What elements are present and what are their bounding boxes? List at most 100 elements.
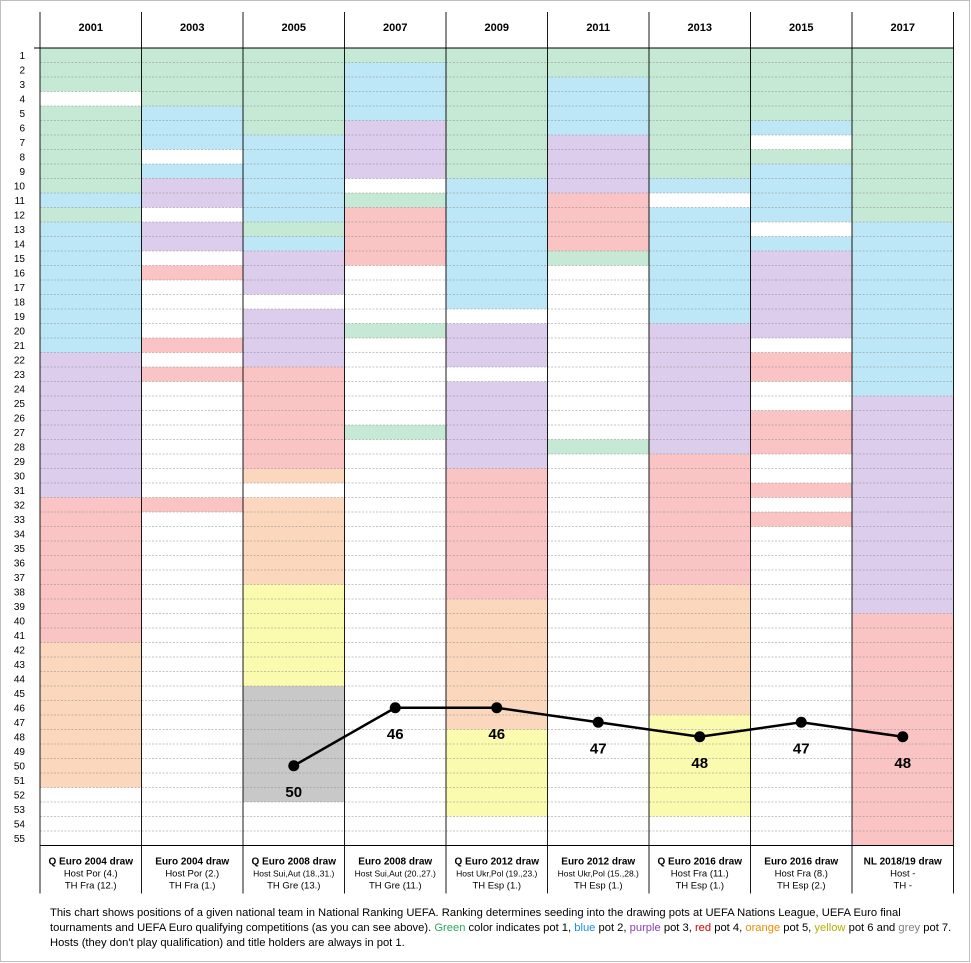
row-number-label: 2: [19, 65, 25, 76]
ranking-point-2013: [694, 731, 706, 743]
row-number-label: 51: [14, 776, 26, 787]
event-name-label: Q Euro 2016 draw: [658, 857, 743, 868]
event-title-holder-label: TH Esp (1.): [472, 881, 521, 892]
event-title-holder-label: TH Esp (1.): [675, 881, 724, 892]
pot-band-2007-20-20: [344, 323, 446, 338]
event-host-label: Host Sui,Aut (18.,31.): [253, 869, 334, 879]
row-number-label: 21: [14, 341, 26, 352]
pot-band-2001-12-12: [40, 207, 142, 222]
pot-band-2015-26-28: [750, 410, 852, 454]
row-number-label: 8: [19, 152, 25, 163]
pot-band-2013-10-10: [649, 178, 751, 193]
year-header-2011: 2011: [586, 22, 610, 34]
pot-band-2011-28-28: [547, 439, 649, 454]
row-number-label: 47: [14, 718, 26, 729]
year-header-2003: 2003: [180, 22, 204, 34]
row-number-label: 25: [14, 399, 26, 410]
row-number-label: 5: [19, 109, 25, 120]
note-purple-word: purple: [629, 922, 661, 934]
pot-band-2013-1-9: [649, 48, 751, 179]
row-number-label: 34: [14, 529, 26, 540]
row-number-label: 19: [14, 312, 26, 323]
note-text: color indicates pot 1,: [465, 922, 575, 934]
event-name-label: Q Euro 2008 draw: [252, 857, 337, 868]
event-title-holder-label: TH -: [894, 881, 912, 892]
ranking-value-label-2013: 48: [691, 755, 708, 772]
row-number-label: 7: [19, 138, 25, 149]
chart-note: This chart shows positions of a given na…: [50, 906, 955, 951]
pot-band-2001-1-3: [40, 48, 142, 92]
pot-band-2003-15-15: [141, 251, 243, 266]
note-red-word: red: [694, 922, 712, 934]
ranking-point-2005: [288, 760, 300, 772]
row-number-label: 43: [14, 660, 26, 671]
event-name-label: Euro 2008 draw: [358, 857, 432, 868]
event-name-label: Euro 2016 draw: [764, 857, 838, 868]
event-host-label: Host Ukr,Pol (15.,28.): [558, 869, 639, 879]
pot-band-2005-38-44: [243, 584, 345, 686]
row-number-label: 54: [14, 819, 26, 830]
row-number-label: 24: [14, 384, 26, 395]
row-number-label: 30: [14, 471, 26, 482]
pot-band-2015-1-5: [750, 48, 852, 121]
pot-band-2005-14-14: [243, 236, 345, 251]
event-name-label: Q Euro 2012 draw: [455, 857, 540, 868]
pot-band-2007-11-11: [344, 193, 446, 208]
row-number-label: 10: [14, 181, 26, 192]
pot-band-2005-13-13: [243, 222, 345, 237]
event-title-holder-label: TH Esp (2.): [777, 881, 826, 892]
event-title-holder-label: TH Esp (1.): [574, 881, 623, 892]
note-text: This chart shows positions of a given na…: [50, 907, 901, 934]
row-number-label: 4: [19, 94, 25, 105]
pot-band-2003-8-8: [141, 149, 243, 164]
note-orange-word: orange: [745, 922, 781, 934]
pot-band-2003-5-7: [141, 106, 243, 150]
pot-band-2013-20-28: [649, 323, 751, 454]
row-number-label: 40: [14, 616, 26, 627]
pot-band-2015-33-33: [750, 512, 852, 527]
pot-band-2015-8-8: [750, 149, 852, 164]
pot-band-2003-23-23: [141, 367, 243, 382]
row-number-label: 11: [15, 196, 26, 207]
note-text: pot 5,: [780, 922, 815, 934]
year-header-2013: 2013: [688, 22, 712, 34]
pot-band-2003-9-9: [141, 164, 243, 179]
row-number-label: 23: [14, 370, 26, 381]
event-title-holder-label: TH Fra (12.): [65, 881, 117, 892]
row-number-label: 35: [14, 544, 26, 555]
pot-band-2005-15-17: [243, 251, 345, 295]
pot-band-2003-21-21: [141, 338, 243, 353]
note-yellow-word: yellow: [814, 922, 846, 934]
row-number-label: 50: [14, 761, 26, 772]
ranking-value-label-2007: 46: [387, 726, 404, 743]
event-host-label: Host Por (4.): [64, 869, 118, 880]
row-number-label: 33: [14, 515, 26, 526]
year-header-2009: 2009: [485, 22, 509, 34]
row-number-label: 31: [14, 486, 26, 497]
row-number-label: 20: [14, 326, 26, 337]
row-number-label: 14: [14, 239, 26, 250]
event-name-label: Euro 2004 draw: [155, 857, 229, 868]
row-number-label: 38: [14, 587, 26, 598]
pot-band-2011-15-15: [547, 251, 649, 266]
event-title-holder-label: TH Gre (11.): [369, 881, 422, 892]
note-blue-word: blue: [574, 922, 596, 934]
year-header-2005: 2005: [282, 22, 306, 34]
row-number-label: 1: [19, 51, 25, 62]
pot-band-2007-27-27: [344, 425, 446, 440]
row-number-label: 39: [14, 602, 26, 613]
pot-band-2009-30-38: [446, 468, 548, 599]
event-host-label: Host Ukr,Pol (19.,23.): [456, 869, 537, 879]
pot-band-2001-13-21: [40, 222, 142, 353]
pot-band-2005-30-30: [243, 468, 345, 483]
ranking-point-2017: [897, 731, 909, 743]
pot-band-2009-1-9: [446, 48, 548, 179]
note-text: pot 3,: [660, 922, 695, 934]
row-number-label: 52: [14, 790, 26, 801]
row-number-label: 46: [14, 703, 26, 714]
pot-band-2003-32-32: [141, 497, 243, 512]
event-name-label: Euro 2012 draw: [561, 857, 635, 868]
ranking-value-label-2017: 48: [894, 755, 911, 772]
row-number-label: 9: [19, 167, 25, 178]
ranking-point-2011: [592, 716, 604, 728]
